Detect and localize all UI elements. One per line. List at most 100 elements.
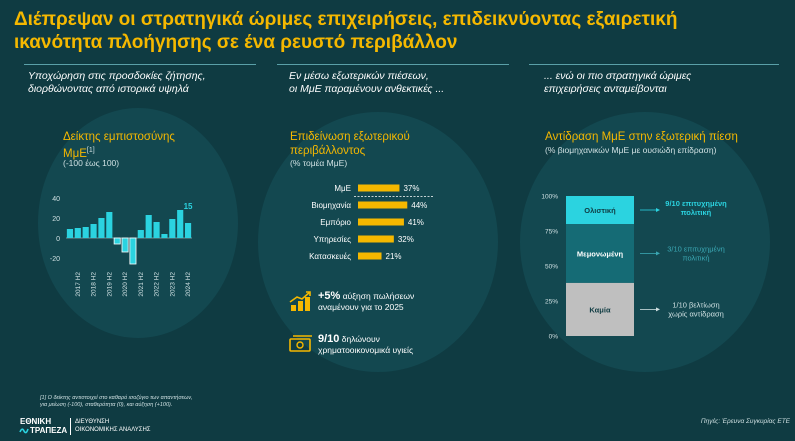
chart-1-last-value-label: 15 — [184, 202, 193, 211]
column-2-divider — [277, 64, 509, 65]
chart-1-footnote-marker: [1] — [86, 147, 95, 154]
chart-1-bar — [82, 227, 89, 238]
banknote-icon — [289, 335, 312, 352]
chart-2-value-label: 41% — [408, 218, 424, 227]
chart-3-segment — [566, 224, 634, 283]
chart-2-category-label: Βιομηχανία — [311, 201, 351, 210]
chart-3-annotation-line-1: 3/10 επιτυχημένη — [667, 244, 725, 253]
chart-1-bar — [145, 215, 152, 238]
chart-3-segment — [566, 282, 634, 336]
chart-3-segment-label: Καμία — [589, 305, 611, 314]
chart-1-bar — [153, 222, 160, 238]
chart-1-y-tick: 0 — [56, 236, 60, 243]
chart-1-y-tick: 40 — [52, 196, 60, 203]
bank-logo: ΕΘΝΙΚΗ ΤΡΑΠΕΖΑ ΔΙΕΥΘΥΝΣΗ ΟΙΚΟΝΟΜΙΚΗΣ ΑΝΑ… — [19, 417, 200, 441]
chart-2-value-label: 21% — [386, 252, 402, 261]
chart-1-bar — [98, 218, 105, 238]
chart-2-category-label: Εμπόριο — [320, 218, 351, 227]
logo-department-line-1: ΔΙΕΥΘΥΝΣΗ — [75, 419, 110, 425]
column-1-subtitle: Υποχώρηση στις προσδοκίες ζήτησης, διορθ… — [28, 70, 268, 96]
chart-1-bar — [74, 228, 81, 238]
chart-1-bar — [184, 223, 192, 238]
chart-1-x-tick: 2020 H2 — [122, 272, 129, 297]
chart-1-bar — [121, 237, 129, 253]
sme-response-chart: 100% 75% 50% 25% 0% Καμία Μεμονωμένη Ολιστική 9/… — [541, 194, 727, 341]
background-blob-right — [520, 112, 770, 372]
chart-1-x-tick: 2018 H2 — [91, 272, 98, 297]
chart-2-bar — [358, 184, 400, 192]
chart-3-segment-label: Ολιστική — [584, 206, 616, 215]
chart-2-bar — [358, 252, 382, 260]
footnote-line-1: [1] Ο δείκτης αντιστοιχεί στο καθαρό ισο… — [40, 395, 193, 401]
chart-2-title-line-1: Επιδείνωση εξωτερικού — [290, 131, 410, 143]
page-headline: Διέπρεψαν οι στρατηγικά ώριμες επιχειρήσ… — [14, 8, 784, 54]
chart-2-value-label: 37% — [403, 184, 419, 193]
chart-1-y-tick: -20 — [50, 256, 60, 263]
chart-1-bar — [137, 230, 144, 238]
chart-1-bar — [169, 219, 176, 238]
confidence-index-chart: 40 20 0 -20 15 2017 H2 2018 H2 2019 H2 2020 H2 20… — [50, 196, 193, 297]
chart-3-annotation-line-1: 9/10 επιτυχημένη — [665, 199, 727, 208]
metric-health-text: 9/10 δηλώνουν χρηματοοικονομικά υγιείς — [318, 334, 488, 356]
chart-1-title-line-1: Δείκτης εμπιστοσύνης — [63, 131, 175, 143]
column-3-subtitle: ... ενώ οι πιο στρατηγικά ώριμες επιχειρ… — [544, 70, 774, 96]
chart-3-unit: (% βιομηχανικών ΜμΕ με ουσιώδη επίδραση) — [545, 145, 717, 155]
chart-1-bar — [106, 212, 113, 238]
chart-1-unit: (-100 έως 100) — [63, 158, 120, 168]
chart-1-x-tick: 2019 H2 — [106, 272, 113, 297]
chart-3-annotation-line-2: πολιτική — [681, 208, 712, 217]
column-3-subtitle-line-2: επιχειρήσεις ανταμείβονται — [544, 83, 667, 95]
chart-1-x-tick: 2023 H2 — [169, 272, 176, 297]
logo-separator — [70, 418, 71, 435]
logo-bank-line-2: ΤΡΑΠΕΖΑ — [30, 426, 68, 435]
chart-2-bar — [358, 235, 394, 243]
chart-2-title: Επιδείνωση εξωτερικού περιβάλλοντος — [290, 130, 480, 158]
chart-1-title: Δείκτης εμπιστοσύνης ΜμΕ[1] — [63, 130, 233, 161]
metric-sales-rest: αύξηση πωλήσεων — [340, 291, 415, 301]
chart-3-y-tick: 0% — [549, 334, 559, 341]
chart-2-bar — [358, 201, 408, 209]
chart-3-annotation-arrow-head — [656, 251, 660, 256]
chart-3-annotation-arrow-head — [656, 208, 660, 212]
chart-3-y-tick: 100% — [541, 194, 558, 201]
metric-health-rest: δηλώνουν — [339, 334, 380, 344]
chart-3-y-tick: 25% — [545, 299, 558, 306]
chart-2-bar — [358, 218, 404, 226]
metric-sales-number: +5% — [318, 290, 341, 302]
chart-3-annotation-line-2: χωρίς αντίδραση — [668, 309, 724, 318]
external-environment-chart: ΜμΕ 37% Βιομηχανία 44% Εμπόριο 41% Υπηρεσίες 32… — [309, 184, 434, 261]
chart-2-category-label: Κατασκευές — [309, 252, 351, 261]
metric-sales-growth: +5% αύξηση πωλήσεων αναμένουν για το 202… — [288, 290, 488, 320]
column-3-divider — [529, 64, 779, 65]
chart-1-y-tick: 20 — [52, 216, 60, 223]
chart-1-x-tick: 2017 H2 — [75, 272, 82, 297]
chart-2-category-label: Υπηρεσίες — [313, 235, 351, 244]
footnote-line-2: για μείωση (-100), σταθερότητα (0), και … — [40, 402, 173, 408]
chart-3-segment-label: Μεμονωμένη — [577, 249, 624, 258]
chart-3-y-tick: 75% — [545, 229, 558, 236]
metric-health-line-2: χρηματοοικονομικά υγιείς — [318, 345, 414, 355]
chart-3-title: Αντίδραση ΜμΕ στην εξωτερική πίεση — [545, 131, 738, 143]
chart-1-x-tick: 2024 H2 — [185, 272, 192, 297]
metric-health-number: 9/10 — [318, 333, 340, 345]
chart-1-bar — [161, 234, 168, 238]
chart-2-title-line-2: περιβάλλοντος — [290, 145, 366, 157]
metric-financial-health: 9/10 δηλώνουν χρηματοοικονομικά υγιείς — [288, 333, 488, 363]
headline-line-1: Διέπρεψαν οι στρατηγικά ώριμες επιχειρήσ… — [14, 9, 678, 30]
column-1-divider — [24, 64, 256, 65]
chart-3-annotation-line-1: 1/10 βελτίωση — [672, 300, 719, 309]
chart-2-category-label: ΜμΕ — [334, 184, 351, 193]
chart-1-bar — [66, 229, 74, 238]
metric-sales-text: +5% αύξηση πωλήσεων αναμένουν για το 202… — [318, 291, 488, 313]
chart-2-value-label: 44% — [411, 201, 427, 210]
chart-1-title-line-2-text: ΜμΕ — [63, 147, 87, 160]
source-note: Πηγές: Έρευνα Συγκυρίας ΕΤΕ — [700, 418, 790, 425]
chart-1-bar — [129, 237, 137, 265]
chart-3-y-tick: 50% — [545, 264, 558, 271]
column-2-subtitle: Εν μέσω εξωτερικών πιέσεων, οι ΜμΕ παραμ… — [289, 70, 519, 96]
column-1-subtitle-line-1: Υποχώρηση στις προσδοκίες ζήτησης, — [28, 70, 206, 82]
column-2-subtitle-line-2: οι ΜμΕ παραμένουν ανθεκτικές ... — [289, 83, 445, 95]
chart-1-x-tick: 2022 H2 — [154, 272, 161, 297]
column-2-subtitle-line-1: Εν μέσω εξωτερικών πιέσεων, — [289, 70, 429, 82]
chart-3-annotation-arrow-head — [656, 307, 660, 312]
